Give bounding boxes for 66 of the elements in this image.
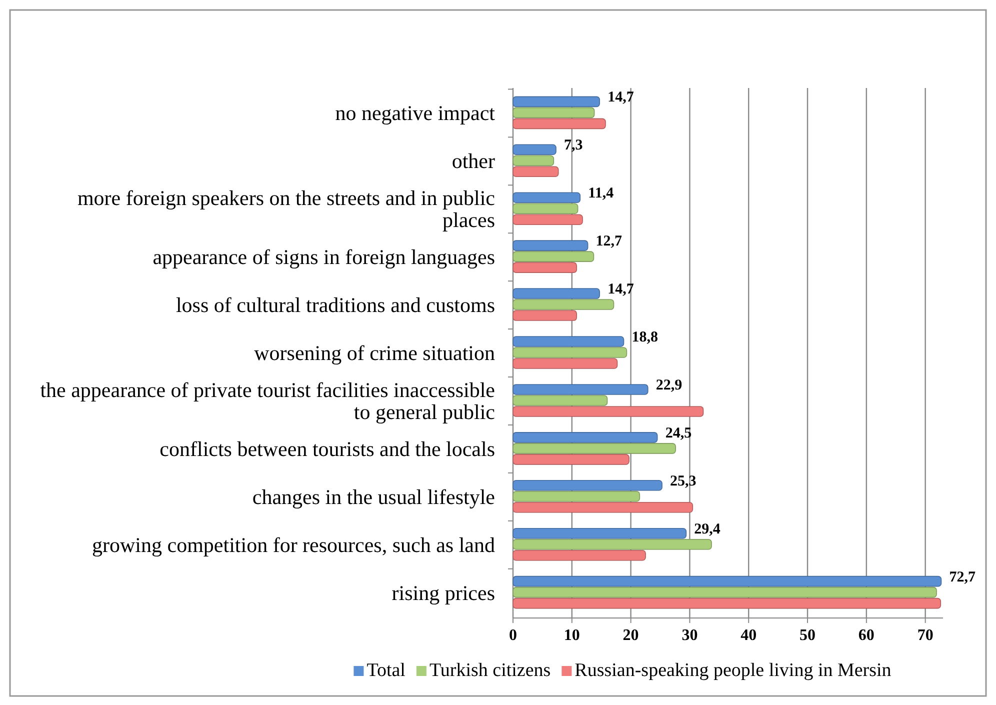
x-tick-label: 60 xyxy=(858,627,874,644)
bar xyxy=(512,432,658,443)
bar xyxy=(512,528,687,539)
bar xyxy=(512,251,594,262)
bar xyxy=(512,358,618,369)
bar xyxy=(512,310,578,321)
bar xyxy=(512,166,559,178)
legend-label: Turkish citizens xyxy=(429,660,551,681)
x-tick-label: 0 xyxy=(509,627,517,644)
y-tick-label: worsening of crime situation xyxy=(254,341,496,365)
x-tick-label: 40 xyxy=(740,627,757,644)
data-label: 7,3 xyxy=(564,138,583,154)
data-label: 11,4 xyxy=(588,186,614,202)
x-tick-label: 10 xyxy=(564,627,580,644)
bar xyxy=(512,406,704,417)
y-tick-label: appearance of signs in foreign languages xyxy=(152,245,495,270)
y-tick-label: loss of cultural traditions and customs xyxy=(176,293,495,318)
x-tick-label: 50 xyxy=(800,627,816,644)
data-label: 29,4 xyxy=(694,521,721,538)
y-tick-label: growing competition for resources, such as land xyxy=(92,532,496,557)
bar xyxy=(512,262,578,273)
bar xyxy=(512,490,640,502)
data-label: 24,5 xyxy=(665,425,692,442)
data-label: 12,7 xyxy=(596,234,623,250)
y-tick-label: no negative impact xyxy=(335,101,496,126)
data-label: 18,8 xyxy=(632,330,658,346)
bar xyxy=(512,240,588,251)
x-tick-label: 70 xyxy=(917,627,934,644)
bar xyxy=(512,118,606,130)
bar xyxy=(512,192,581,204)
legend-label: Russian-speaking people living in Mersin xyxy=(574,660,892,681)
bar xyxy=(512,538,712,550)
y-tick-label: more foreign speakers on the streets and in public places xyxy=(77,186,495,232)
data-label: 22,9 xyxy=(656,377,682,394)
bar xyxy=(512,384,648,395)
bar xyxy=(512,443,676,454)
bar xyxy=(512,214,583,226)
bar xyxy=(512,454,630,465)
bar xyxy=(512,480,662,491)
bar xyxy=(512,576,942,587)
y-tick-label: conflicts between tourists and the locals xyxy=(160,436,495,461)
bar xyxy=(512,203,578,214)
bar xyxy=(512,96,600,108)
y-tick-label: the appearance of private tourist facilities inaccessible to general public xyxy=(40,378,495,424)
bar xyxy=(512,502,694,513)
data-label: 14,7 xyxy=(608,90,634,106)
x-tick-label: 20 xyxy=(622,627,639,644)
legend-label: Total xyxy=(366,660,406,681)
bar xyxy=(512,107,595,118)
bar xyxy=(512,299,614,310)
bar xyxy=(512,598,942,609)
bar xyxy=(512,586,937,598)
bar xyxy=(512,336,624,347)
x-tick-label: 30 xyxy=(682,627,698,644)
y-tick-label: changes in the usual lifestyle xyxy=(252,484,495,509)
bar xyxy=(512,550,646,561)
y-tick-label: rising prices xyxy=(392,580,495,605)
data-label: 14,7 xyxy=(608,282,634,298)
bar xyxy=(512,144,556,156)
bar xyxy=(512,155,554,166)
bar xyxy=(512,347,628,358)
data-label: 72,7 xyxy=(949,569,976,586)
bar xyxy=(512,395,608,406)
y-tick-label: other xyxy=(452,149,495,174)
bar xyxy=(512,288,600,299)
data-label: 25,3 xyxy=(670,473,696,490)
